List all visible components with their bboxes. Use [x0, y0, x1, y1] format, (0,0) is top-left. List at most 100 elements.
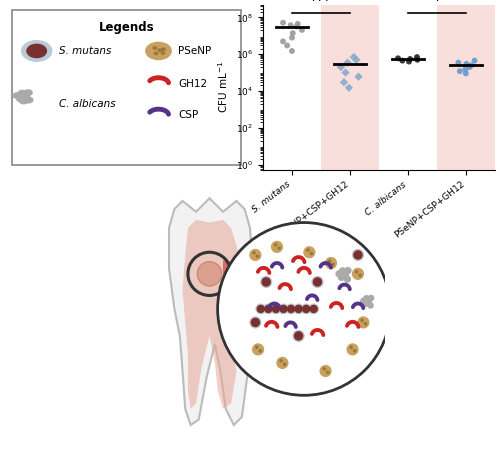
Text: PSeNP: PSeNP	[178, 46, 212, 56]
Point	[462, 66, 469, 73]
Circle shape	[256, 346, 258, 348]
Circle shape	[218, 223, 390, 395]
Point	[350, 54, 358, 61]
Circle shape	[260, 276, 272, 287]
Point	[354, 73, 362, 80]
Circle shape	[361, 298, 366, 304]
Point	[279, 19, 287, 26]
Point	[462, 70, 470, 77]
Point	[288, 47, 296, 55]
Circle shape	[278, 304, 288, 314]
Circle shape	[309, 304, 318, 314]
Circle shape	[352, 268, 364, 279]
Bar	[321, 5, 379, 170]
Point	[398, 57, 406, 64]
Circle shape	[344, 276, 350, 282]
Point	[342, 69, 349, 76]
Circle shape	[250, 249, 261, 261]
Circle shape	[310, 253, 312, 255]
Circle shape	[259, 350, 262, 352]
Circle shape	[271, 304, 280, 314]
Point	[413, 54, 421, 61]
Point	[340, 79, 348, 86]
Circle shape	[25, 97, 33, 103]
Circle shape	[320, 365, 331, 377]
Polygon shape	[223, 261, 256, 354]
Circle shape	[358, 317, 369, 328]
Circle shape	[158, 49, 162, 51]
Circle shape	[284, 363, 286, 365]
Circle shape	[293, 330, 304, 341]
FancyBboxPatch shape	[12, 10, 241, 165]
Polygon shape	[182, 220, 242, 409]
Point	[279, 38, 287, 45]
Point	[406, 55, 414, 63]
Circle shape	[294, 332, 302, 340]
Circle shape	[256, 304, 266, 314]
Point	[337, 63, 345, 71]
Circle shape	[162, 48, 165, 50]
Circle shape	[368, 303, 373, 308]
Bar	[263, 5, 321, 170]
Point	[294, 20, 302, 28]
Bar	[437, 5, 495, 170]
Text: *: *	[434, 0, 440, 7]
Circle shape	[336, 271, 342, 277]
Circle shape	[22, 41, 52, 61]
Point	[462, 60, 470, 67]
Circle shape	[347, 344, 358, 355]
Text: S. mutans: S. mutans	[58, 46, 111, 56]
Circle shape	[350, 346, 352, 348]
Point	[414, 56, 422, 63]
Circle shape	[256, 255, 258, 257]
Circle shape	[342, 270, 348, 276]
Circle shape	[253, 252, 255, 254]
Point	[456, 67, 464, 75]
Circle shape	[364, 296, 369, 301]
Circle shape	[13, 93, 21, 98]
Point	[292, 23, 300, 30]
Point	[286, 22, 294, 29]
Circle shape	[359, 274, 361, 276]
Circle shape	[314, 278, 322, 286]
Point	[345, 84, 353, 91]
Circle shape	[295, 305, 302, 312]
Point	[394, 55, 402, 62]
Circle shape	[154, 52, 158, 55]
Circle shape	[368, 295, 374, 301]
Circle shape	[272, 242, 282, 252]
Circle shape	[302, 304, 311, 314]
Circle shape	[153, 47, 156, 49]
Point	[405, 58, 413, 65]
Circle shape	[250, 317, 261, 328]
Circle shape	[18, 91, 26, 96]
Circle shape	[264, 304, 273, 314]
Point	[298, 26, 306, 34]
Circle shape	[280, 305, 287, 312]
Circle shape	[326, 371, 329, 373]
Circle shape	[265, 305, 272, 312]
Circle shape	[366, 298, 372, 303]
Point	[470, 57, 478, 64]
Point	[283, 42, 291, 49]
Text: GH12: GH12	[178, 79, 207, 89]
Circle shape	[278, 247, 280, 249]
Circle shape	[345, 267, 351, 274]
Point	[288, 30, 296, 37]
Circle shape	[366, 301, 371, 306]
Circle shape	[307, 249, 309, 251]
Bar	[379, 5, 437, 170]
Circle shape	[363, 301, 368, 306]
Circle shape	[258, 305, 264, 312]
Circle shape	[294, 304, 304, 314]
Polygon shape	[169, 198, 252, 425]
Circle shape	[277, 358, 288, 368]
Circle shape	[20, 98, 28, 104]
Circle shape	[288, 305, 294, 312]
Circle shape	[361, 319, 363, 322]
Text: ***: ***	[310, 0, 332, 7]
Circle shape	[274, 243, 276, 246]
Circle shape	[352, 249, 364, 261]
Circle shape	[280, 360, 282, 362]
Circle shape	[252, 344, 264, 355]
